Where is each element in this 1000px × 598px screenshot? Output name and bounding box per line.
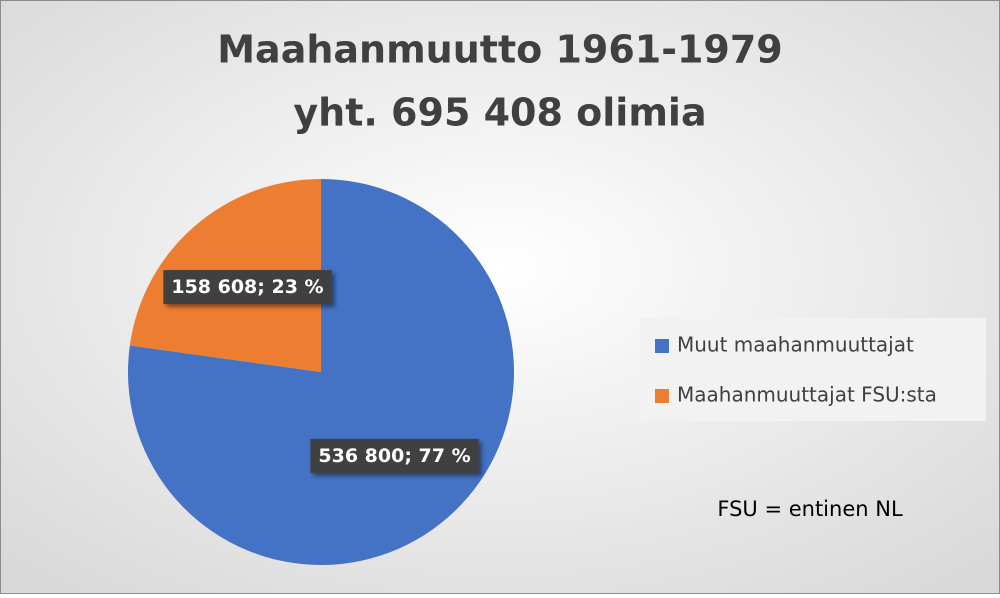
chart-title: yht. 695 408 olimia — [293, 91, 706, 135]
chart-title: Maahanmuutto 1961-1979 — [217, 28, 783, 72]
legend-label: Muut maahanmuuttajat — [677, 333, 914, 357]
data-label-box — [310, 438, 479, 473]
data-label-box — [163, 270, 332, 305]
data-label: 158 608; 23 % — [171, 276, 323, 298]
annotation: FSU = entinen NL — [717, 497, 903, 521]
legend-swatch — [655, 339, 669, 353]
legend-box — [640, 318, 986, 421]
legend-label: Maahanmuuttajat FSU:sta — [677, 383, 937, 407]
legend-swatch — [655, 389, 669, 403]
data-label: 536 800; 77 % — [318, 445, 470, 467]
